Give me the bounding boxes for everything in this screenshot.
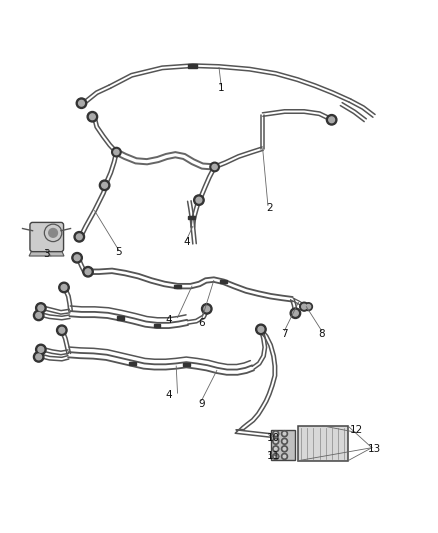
Circle shape: [76, 98, 87, 108]
Circle shape: [273, 454, 279, 459]
Circle shape: [102, 182, 107, 188]
Circle shape: [275, 448, 277, 450]
Circle shape: [282, 431, 288, 437]
Bar: [117, 317, 124, 320]
Bar: [188, 216, 195, 219]
Circle shape: [89, 114, 95, 119]
Circle shape: [210, 162, 219, 172]
Circle shape: [326, 115, 337, 125]
Circle shape: [282, 446, 288, 452]
Circle shape: [36, 312, 42, 318]
Circle shape: [283, 448, 286, 450]
Circle shape: [112, 148, 121, 157]
Circle shape: [273, 431, 279, 437]
Text: 2: 2: [266, 204, 272, 213]
Circle shape: [201, 304, 212, 314]
Bar: [183, 363, 190, 366]
Bar: [129, 362, 136, 365]
Text: 7: 7: [281, 329, 288, 339]
Circle shape: [282, 454, 288, 459]
Text: 13: 13: [367, 444, 381, 454]
Circle shape: [35, 303, 46, 313]
Circle shape: [306, 304, 311, 309]
Circle shape: [35, 344, 46, 354]
Circle shape: [273, 438, 279, 445]
Text: 5: 5: [115, 247, 122, 257]
Circle shape: [36, 354, 42, 360]
Circle shape: [275, 440, 277, 442]
Text: 4: 4: [183, 238, 190, 247]
Circle shape: [196, 197, 202, 203]
Circle shape: [61, 285, 67, 290]
FancyBboxPatch shape: [30, 222, 64, 252]
Circle shape: [72, 253, 82, 263]
Text: 12: 12: [350, 425, 363, 435]
Circle shape: [74, 231, 85, 242]
Circle shape: [302, 304, 307, 309]
Bar: [297, 426, 348, 461]
Circle shape: [275, 455, 277, 458]
Circle shape: [329, 117, 335, 123]
Circle shape: [38, 346, 44, 352]
Text: 4: 4: [166, 390, 172, 400]
Circle shape: [300, 302, 309, 311]
Circle shape: [282, 438, 288, 445]
Text: 6: 6: [198, 318, 205, 328]
Circle shape: [212, 164, 217, 169]
Circle shape: [290, 308, 300, 318]
Circle shape: [83, 266, 93, 277]
Circle shape: [78, 100, 85, 106]
Bar: [153, 324, 160, 327]
Bar: [188, 64, 197, 68]
Circle shape: [57, 325, 67, 335]
Circle shape: [33, 352, 44, 362]
Bar: [220, 280, 227, 284]
Bar: [271, 430, 294, 460]
Circle shape: [283, 432, 286, 435]
Text: 11: 11: [267, 451, 280, 462]
Text: 9: 9: [198, 399, 205, 409]
Circle shape: [273, 446, 279, 452]
Circle shape: [99, 180, 110, 190]
Text: 10: 10: [267, 433, 280, 442]
Circle shape: [256, 324, 266, 335]
Circle shape: [87, 111, 98, 122]
Circle shape: [293, 310, 298, 316]
Circle shape: [59, 282, 69, 293]
Circle shape: [275, 432, 277, 435]
Text: 8: 8: [318, 329, 325, 339]
Circle shape: [85, 269, 91, 274]
Circle shape: [114, 150, 119, 155]
Circle shape: [59, 327, 65, 333]
Circle shape: [38, 305, 44, 311]
Circle shape: [283, 440, 286, 442]
Bar: [174, 285, 181, 288]
Circle shape: [283, 455, 286, 458]
Circle shape: [258, 327, 264, 332]
Circle shape: [74, 255, 80, 261]
Circle shape: [49, 229, 57, 237]
Text: 1: 1: [218, 83, 225, 93]
Circle shape: [76, 234, 82, 240]
Circle shape: [304, 303, 312, 311]
Circle shape: [33, 310, 44, 321]
Circle shape: [194, 195, 204, 205]
Text: 4: 4: [166, 315, 172, 325]
Circle shape: [204, 306, 210, 312]
Text: 3: 3: [43, 249, 50, 259]
Polygon shape: [29, 249, 64, 256]
